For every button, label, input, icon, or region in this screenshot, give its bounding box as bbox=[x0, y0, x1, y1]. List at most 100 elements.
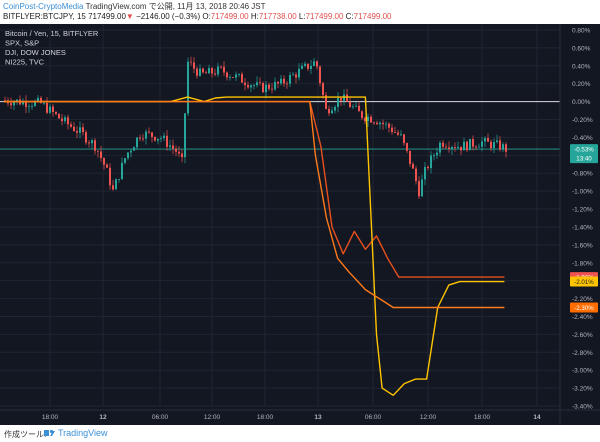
x-tick-label: 18:00 bbox=[42, 414, 59, 421]
series-line bbox=[4, 100, 505, 309]
candle bbox=[427, 166, 429, 169]
chart-canvas[interactable]: 0.80% 0.60% 0.40% 0.20% 0.00% -0.20% -0.40% -0.… bbox=[0, 24, 600, 425]
candle bbox=[304, 63, 306, 66]
series-line bbox=[4, 96, 505, 396]
candle bbox=[334, 106, 336, 111]
open-value: 717499.00 bbox=[210, 12, 249, 21]
dji-badge-label: -2.01% bbox=[574, 279, 594, 286]
candle bbox=[226, 72, 228, 78]
candle bbox=[181, 153, 183, 158]
price-badge bbox=[570, 144, 598, 164]
down-arrow-icon: ▼ bbox=[125, 12, 134, 21]
candle bbox=[454, 147, 456, 148]
candle bbox=[259, 82, 261, 84]
candle bbox=[142, 138, 144, 140]
candle bbox=[25, 101, 27, 107]
candle bbox=[73, 126, 75, 132]
footer: 作成ツール: TradingView bbox=[0, 425, 600, 442]
candle bbox=[496, 140, 498, 143]
candle bbox=[34, 101, 36, 106]
candle bbox=[64, 117, 66, 122]
candle bbox=[190, 61, 192, 63]
candle bbox=[262, 82, 264, 93]
candle bbox=[415, 168, 417, 182]
chart-area[interactable]: 0.80% 0.60% 0.40% 0.20% 0.00% -0.20% -0.40% -0.… bbox=[0, 24, 600, 425]
candle bbox=[46, 102, 48, 113]
candle bbox=[124, 158, 126, 163]
candle bbox=[460, 146, 462, 151]
x-tick-label: 18:00 bbox=[257, 414, 274, 421]
candle bbox=[175, 148, 177, 152]
y-tick-label: -3.20% bbox=[572, 386, 593, 393]
candle bbox=[247, 85, 249, 88]
candle bbox=[217, 66, 219, 75]
candle bbox=[196, 68, 198, 76]
candle bbox=[475, 146, 477, 148]
candle bbox=[85, 132, 87, 143]
last-price: 717499.00 bbox=[88, 12, 126, 21]
x-tick-label: 06:00 bbox=[152, 414, 169, 421]
y-tick-label: -1.60% bbox=[572, 242, 593, 249]
candle bbox=[469, 139, 471, 151]
candle bbox=[466, 141, 468, 151]
candle bbox=[235, 74, 237, 78]
candle bbox=[418, 181, 420, 197]
candle bbox=[421, 179, 423, 197]
y-tick-label: 0.00% bbox=[572, 99, 591, 106]
legend-entry: NI225, TVC bbox=[5, 58, 45, 67]
candle bbox=[40, 97, 42, 103]
candle bbox=[199, 68, 201, 76]
candle bbox=[274, 81, 276, 90]
candle bbox=[130, 150, 132, 153]
candle bbox=[97, 150, 99, 152]
candle bbox=[505, 144, 507, 152]
series-lines bbox=[4, 96, 505, 396]
dji-badge bbox=[570, 276, 598, 287]
high-label: H: bbox=[250, 12, 259, 21]
last-value-badges: -1.96%-2.01%-2.30%-0.53%13:40 bbox=[570, 144, 598, 313]
y-tick-label: 0.60% bbox=[572, 45, 591, 52]
candle bbox=[187, 61, 189, 114]
time-axis[interactable]: 18:00 12 06:00 12:00 18:00 13 06:00 12:00 18:00 1… bbox=[0, 409, 600, 421]
candle bbox=[211, 68, 213, 74]
high-value: 717738.00 bbox=[258, 12, 297, 21]
x-tick-label: 18:00 bbox=[474, 414, 491, 421]
candle bbox=[208, 68, 210, 74]
candle bbox=[373, 122, 375, 124]
candle bbox=[370, 116, 372, 123]
candle bbox=[100, 151, 102, 159]
candle bbox=[403, 134, 405, 144]
open-label: O: bbox=[202, 12, 211, 21]
candle bbox=[67, 117, 69, 125]
candle bbox=[109, 167, 111, 186]
site-name[interactable]: CoinPost-CryptoMedia bbox=[3, 2, 84, 11]
candle bbox=[316, 61, 318, 67]
tradingview-brand[interactable]: TradingView bbox=[58, 428, 108, 438]
candle bbox=[55, 111, 57, 114]
y-tick-label: -0.20% bbox=[572, 117, 593, 124]
made-with-label: 作成ツール: bbox=[4, 430, 47, 439]
y-tick-label: -1.00% bbox=[572, 189, 593, 196]
candle bbox=[394, 131, 396, 133]
candle bbox=[433, 155, 435, 157]
chart-header: CoinPost-CryptoMedia TradingView.com で公開… bbox=[0, 0, 600, 24]
candle bbox=[412, 163, 414, 169]
candle bbox=[379, 122, 381, 125]
candle bbox=[172, 145, 174, 149]
candle bbox=[409, 150, 411, 164]
candle bbox=[364, 118, 366, 122]
candle bbox=[451, 147, 453, 150]
legend-entry: Bitcoin / Yen, 15, BITFLYER bbox=[5, 29, 99, 38]
close-value: 717499.00 bbox=[353, 12, 392, 21]
candle bbox=[223, 66, 225, 73]
y-tick-label: -2.80% bbox=[572, 350, 593, 357]
candle bbox=[88, 142, 90, 144]
candle bbox=[286, 83, 288, 85]
candle bbox=[136, 137, 138, 148]
candle bbox=[139, 137, 141, 139]
price-axis[interactable]: 0.80% 0.60% 0.40% 0.20% 0.00% -0.20% -0.40% -0.… bbox=[559, 24, 593, 425]
low-value: 717499.00 bbox=[305, 12, 344, 21]
candle bbox=[28, 106, 30, 108]
candle bbox=[205, 72, 207, 74]
candle bbox=[163, 135, 165, 139]
